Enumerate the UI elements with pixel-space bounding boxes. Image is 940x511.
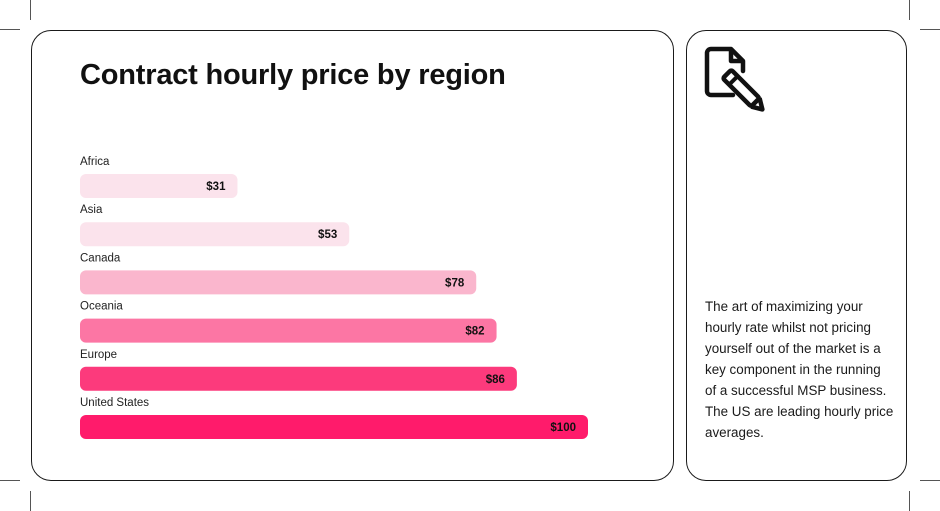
value-label: $31: [206, 181, 226, 193]
edit-document-icon: [704, 46, 765, 112]
crop-mark: [0, 29, 20, 30]
bar: [80, 318, 497, 343]
crop-mark: [0, 480, 20, 481]
crop-mark: [920, 29, 940, 30]
info-text: The art of maximizing your hourly rate w…: [705, 299, 894, 440]
bar: [80, 222, 350, 247]
bar: [80, 174, 238, 198]
crop-mark: [30, 491, 31, 511]
value-label: $82: [465, 326, 484, 338]
value-label: $78: [445, 277, 465, 289]
crop-mark: [909, 491, 910, 511]
bar-chart: Africa $31 Asia $53 Canada $78 Oceania $82 Europ…: [80, 156, 588, 439]
bar: [80, 366, 517, 391]
value-label: $53: [318, 229, 337, 241]
info-card: The art of maximizing your hourly rate w…: [686, 30, 907, 481]
crop-mark: [909, 0, 910, 20]
value-label: $100: [550, 422, 576, 434]
category-label: Africa: [80, 156, 110, 168]
crop-mark: [30, 0, 31, 20]
category-label: Europe: [80, 349, 117, 361]
category-label: Oceania: [80, 301, 123, 313]
crop-mark: [920, 480, 940, 481]
category-label: United States: [80, 397, 149, 409]
chart-title: Contract hourly price by region: [80, 59, 506, 91]
category-label: Asia: [80, 204, 103, 216]
category-label: Canada: [80, 252, 121, 264]
chart-card: Contract hourly price by region Africa $3…: [31, 30, 674, 481]
bar: [80, 415, 588, 439]
value-label: $86: [486, 374, 505, 386]
bar: [80, 270, 477, 295]
